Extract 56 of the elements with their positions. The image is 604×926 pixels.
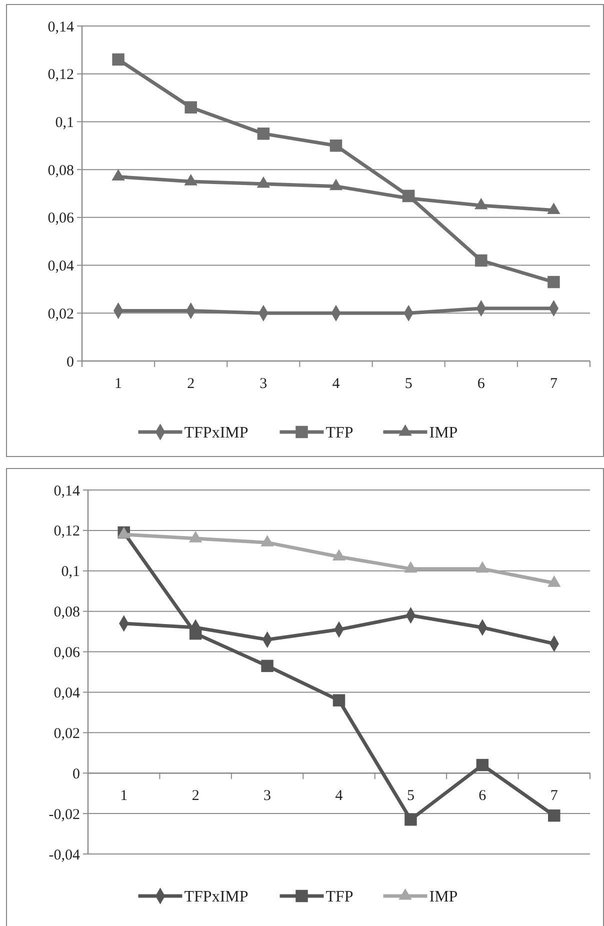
y-tick-label: 0 [72, 766, 80, 782]
x-tick-label: 1 [120, 788, 128, 804]
x-tick-label: 4 [335, 788, 344, 804]
point [189, 627, 202, 640]
legend-label: TFPxIMP [184, 424, 248, 442]
point [548, 276, 560, 288]
y-tick-label: 0,02 [48, 306, 74, 322]
point [548, 809, 560, 822]
point [184, 101, 197, 114]
point [404, 561, 418, 573]
y-tick-label: 0,12 [48, 67, 74, 84]
y-tick-label: 0,06 [48, 210, 74, 227]
x-tick-label: 7 [550, 376, 558, 392]
x-tick-label: 5 [404, 376, 412, 392]
point [257, 128, 270, 140]
legend-label: TFPxIMP [184, 888, 248, 906]
x-tick-label: 2 [192, 788, 200, 804]
y-tick-label: 0,1 [61, 564, 80, 580]
y-tick-label: 0,12 [54, 524, 80, 540]
y-tick-label: 0,14 [48, 19, 74, 36]
y-tick-label: 0,08 [54, 604, 80, 621]
y-tick-label: 0,14 [54, 483, 80, 500]
point [330, 140, 342, 152]
x-tick-label: 6 [477, 376, 486, 392]
point [112, 53, 124, 66]
point [476, 758, 489, 772]
legend-label: IMP [429, 888, 458, 906]
y-tick-label: 0 [66, 354, 74, 370]
point [332, 549, 346, 561]
point [188, 530, 202, 542]
point [476, 561, 490, 573]
legend-label: TFP [326, 888, 354, 906]
x-tick-label: 4 [332, 376, 340, 392]
point [260, 534, 274, 546]
y-tick-label: 0,06 [54, 645, 80, 662]
x-tick-label: 3 [264, 788, 272, 804]
x-tick-label: 3 [260, 376, 268, 392]
x-tick-label: 1 [114, 376, 122, 392]
legend-label: TFP [326, 424, 354, 442]
point [332, 694, 346, 706]
point [261, 660, 274, 672]
y-tick-label: -0,04 [48, 847, 80, 864]
y-tick-label: 0,08 [48, 162, 74, 179]
point [404, 814, 417, 826]
y-tick-label: 0,1 [55, 114, 74, 131]
point [548, 575, 561, 587]
x-tick-label: 6 [478, 788, 487, 804]
y-tick-label: -0,02 [48, 806, 80, 823]
x-tick-label: 7 [550, 788, 558, 804]
point [475, 254, 488, 267]
x-tick-label: 2 [187, 376, 195, 392]
y-tick-label: 0,04 [54, 685, 80, 702]
y-tick-label: 0,02 [54, 726, 80, 742]
legend-label: IMP [429, 424, 458, 442]
x-tick-label: 5 [406, 788, 414, 804]
y-tick-label: 0,04 [48, 258, 74, 275]
